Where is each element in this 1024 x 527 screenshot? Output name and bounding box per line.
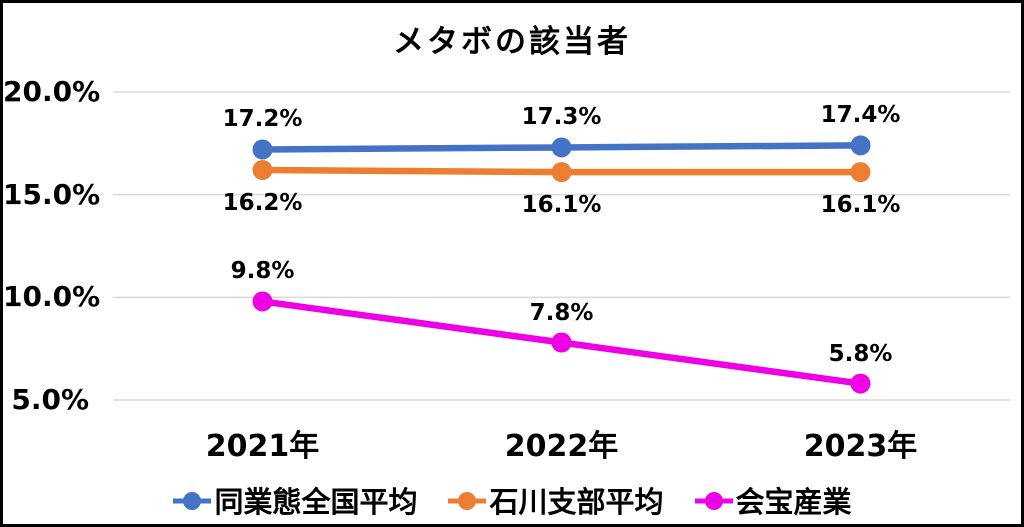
y-tick-label: 10.0%: [3, 280, 101, 314]
legend-label: 会宝産業: [735, 485, 852, 519]
chart-title: メタボの該当者: [393, 24, 631, 60]
data-label: 16.1%: [521, 192, 602, 219]
legend-marker-icon: [694, 492, 733, 510]
y-tick-label: 15.0%: [3, 177, 101, 211]
y-tick-label: 5.0%: [11, 383, 89, 416]
legend-label: 石川支部平均: [489, 485, 664, 519]
x-axis-label: 2022年: [504, 429, 619, 464]
data-point-marker: [551, 162, 572, 183]
data-label: 16.2%: [222, 190, 303, 217]
data-point-marker: [551, 332, 572, 353]
legend-item: 会宝産業: [694, 479, 852, 521]
legend-marker-icon: [173, 492, 212, 510]
data-point-marker: [252, 160, 273, 181]
data-point-marker: [850, 135, 871, 156]
data-point-marker: [850, 373, 871, 394]
data-point-marker: [850, 162, 871, 183]
data-label: 7.8%: [529, 299, 594, 326]
legend-label: 同業態全国平均: [214, 485, 418, 519]
y-tick-label: 20.0%: [3, 75, 101, 108]
data-label: 17.3%: [521, 104, 602, 131]
data-label: 17.4%: [820, 102, 901, 129]
plot-area: [113, 91, 1010, 401]
data-point-marker: [551, 137, 572, 158]
data-point-marker: [252, 291, 273, 312]
x-axis-label: 2023年: [803, 429, 918, 464]
data-label: 5.8%: [828, 340, 893, 367]
data-point-marker: [252, 139, 273, 160]
legend-item: 同業態全国平均: [172, 479, 417, 521]
legend-item: 石川支部平均: [447, 479, 664, 521]
legend: 同業態全国平均 石川支部平均 会宝産業: [3, 479, 1021, 521]
data-label: 16.1%: [820, 192, 901, 219]
data-label: 17.2%: [222, 106, 303, 133]
data-label: 9.8%: [230, 258, 295, 285]
x-axis-label: 2021年: [205, 429, 320, 464]
legend-marker-icon: [448, 492, 487, 510]
